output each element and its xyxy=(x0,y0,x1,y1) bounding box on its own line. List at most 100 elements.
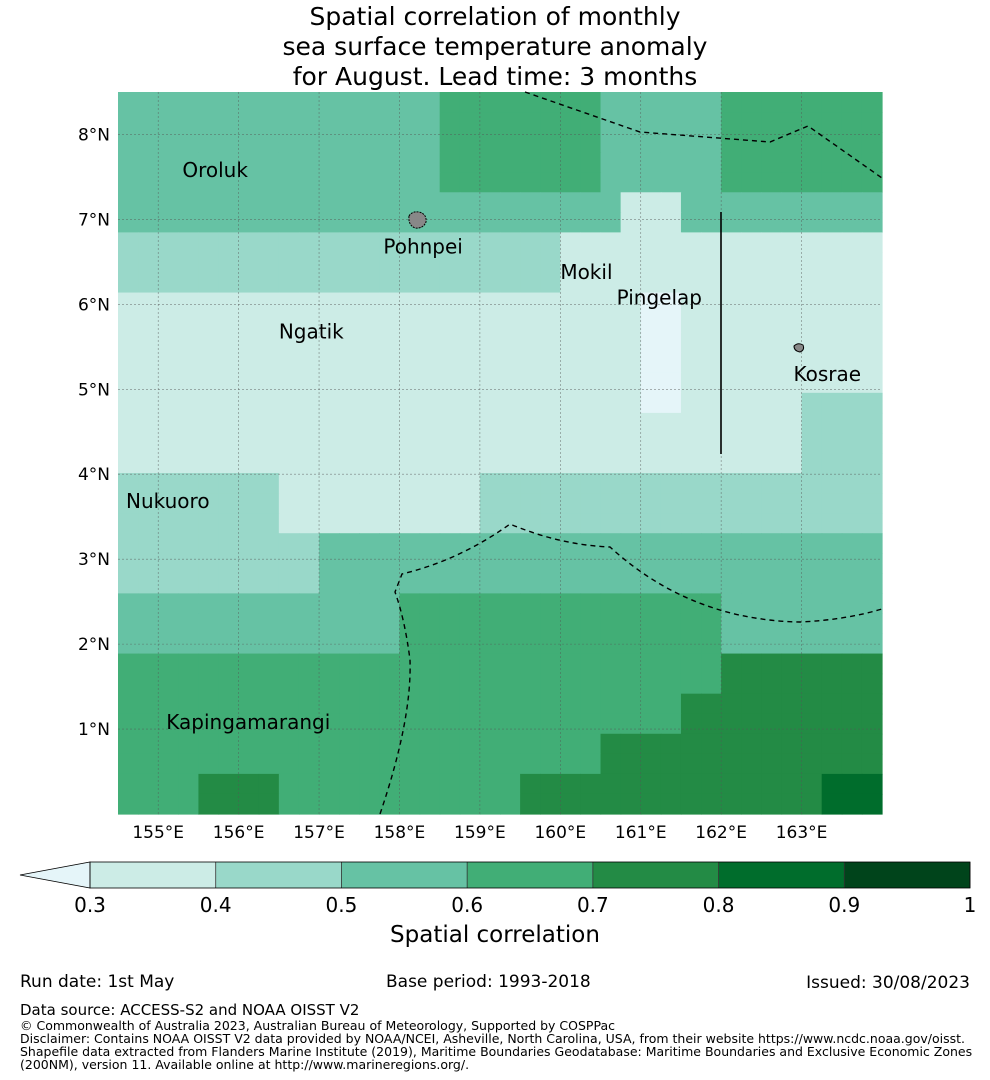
grid-cell xyxy=(238,553,260,574)
grid-cell xyxy=(640,412,662,434)
grid-cell xyxy=(198,252,220,274)
grid-cell xyxy=(701,252,722,274)
grid-cell xyxy=(238,392,260,414)
longitude-tick-label: 158°E xyxy=(374,823,426,843)
grid-cell xyxy=(701,653,722,675)
grid-cell xyxy=(278,252,300,274)
grid-cell xyxy=(540,713,561,735)
grid-cell xyxy=(218,633,240,655)
grid-cell xyxy=(439,172,461,193)
grid-cell xyxy=(359,773,380,795)
grid-cell xyxy=(459,292,481,314)
grid-cell xyxy=(520,513,541,534)
grid-cell xyxy=(500,392,521,414)
grid-cell xyxy=(580,793,602,815)
grid-cell xyxy=(580,493,602,514)
grid-cell xyxy=(258,673,280,695)
grid-cell xyxy=(339,693,360,715)
grid-cell xyxy=(540,192,561,213)
grid-cell xyxy=(198,432,220,454)
grid-cell xyxy=(580,432,602,454)
grid-cell xyxy=(640,252,662,274)
grid-cell xyxy=(801,152,823,173)
grid-cell xyxy=(721,753,742,775)
grid-cell xyxy=(781,793,803,815)
grid-cell xyxy=(158,473,179,494)
grid-cell xyxy=(640,473,662,494)
grid-cell xyxy=(660,753,682,775)
grid-cell xyxy=(761,753,783,775)
grid-cell xyxy=(198,453,220,474)
grid-cell xyxy=(741,132,762,153)
grid-cell xyxy=(741,553,762,574)
grid-cell xyxy=(540,392,561,414)
grid-cell xyxy=(660,653,682,675)
grid-cell xyxy=(158,112,179,133)
grid-cell xyxy=(600,593,622,615)
grid-cell xyxy=(158,232,179,254)
grid-cell xyxy=(399,533,421,554)
grid-cell xyxy=(821,132,843,153)
grid-cell xyxy=(158,553,179,574)
grid-cell xyxy=(680,252,702,274)
grid-cell xyxy=(620,212,642,233)
grid-cell xyxy=(600,693,622,715)
grid-cell xyxy=(781,212,803,233)
grid-cell xyxy=(600,312,622,334)
grid-cell xyxy=(298,533,320,554)
grid-cell xyxy=(560,693,582,715)
grid-cell xyxy=(500,192,521,213)
latitude-tick-label: 4°N xyxy=(78,465,110,485)
grid-cell xyxy=(218,312,240,334)
grid-cell xyxy=(600,352,622,374)
grid-cell xyxy=(821,713,843,735)
grid-cell xyxy=(761,92,783,113)
grid-cell xyxy=(660,673,682,695)
grid-cell xyxy=(520,292,541,314)
grid-cell xyxy=(580,312,602,334)
grid-cell xyxy=(138,653,159,675)
grid-cell xyxy=(399,112,421,133)
grid-cell xyxy=(761,453,783,474)
grid-cell xyxy=(500,553,521,574)
grid-cell xyxy=(560,252,582,274)
grid-cell xyxy=(339,212,360,233)
grid-cell xyxy=(198,673,220,695)
grid-cell xyxy=(118,473,139,494)
grid-cell xyxy=(841,232,863,254)
grid-cell xyxy=(138,412,159,434)
grid-cell xyxy=(821,733,843,755)
grid-cell xyxy=(801,172,823,193)
colorbar-segment xyxy=(844,862,970,888)
grid-cell xyxy=(721,553,742,574)
grid-cell xyxy=(238,132,260,153)
grid-cell xyxy=(841,713,863,735)
grid-cell xyxy=(158,212,179,233)
grid-cell xyxy=(419,392,441,414)
grid-cell xyxy=(520,613,541,635)
grid-cell xyxy=(459,92,481,113)
run-date: Run date: 1st May xyxy=(20,972,175,992)
grid-cell xyxy=(138,533,159,554)
grid-cell xyxy=(198,112,220,133)
grid-cell xyxy=(158,392,179,414)
grid-cell xyxy=(721,773,742,795)
grid-cell xyxy=(821,533,843,554)
grid-cell xyxy=(459,493,481,514)
grid-cell xyxy=(821,232,843,254)
grid-cell xyxy=(841,412,863,434)
grid-cell xyxy=(540,412,561,434)
grid-cell xyxy=(500,432,521,454)
grid-cell xyxy=(620,132,642,153)
grid-cell xyxy=(741,473,762,494)
grid-cell xyxy=(118,112,139,133)
grid-cell xyxy=(298,773,320,795)
grid-cell xyxy=(218,573,240,594)
grid-cell xyxy=(761,212,783,233)
grid-cell xyxy=(439,453,461,474)
grid-cell xyxy=(560,232,582,254)
grid-cell xyxy=(138,252,159,274)
grid-cell xyxy=(540,352,561,374)
grid-cell xyxy=(439,793,461,815)
